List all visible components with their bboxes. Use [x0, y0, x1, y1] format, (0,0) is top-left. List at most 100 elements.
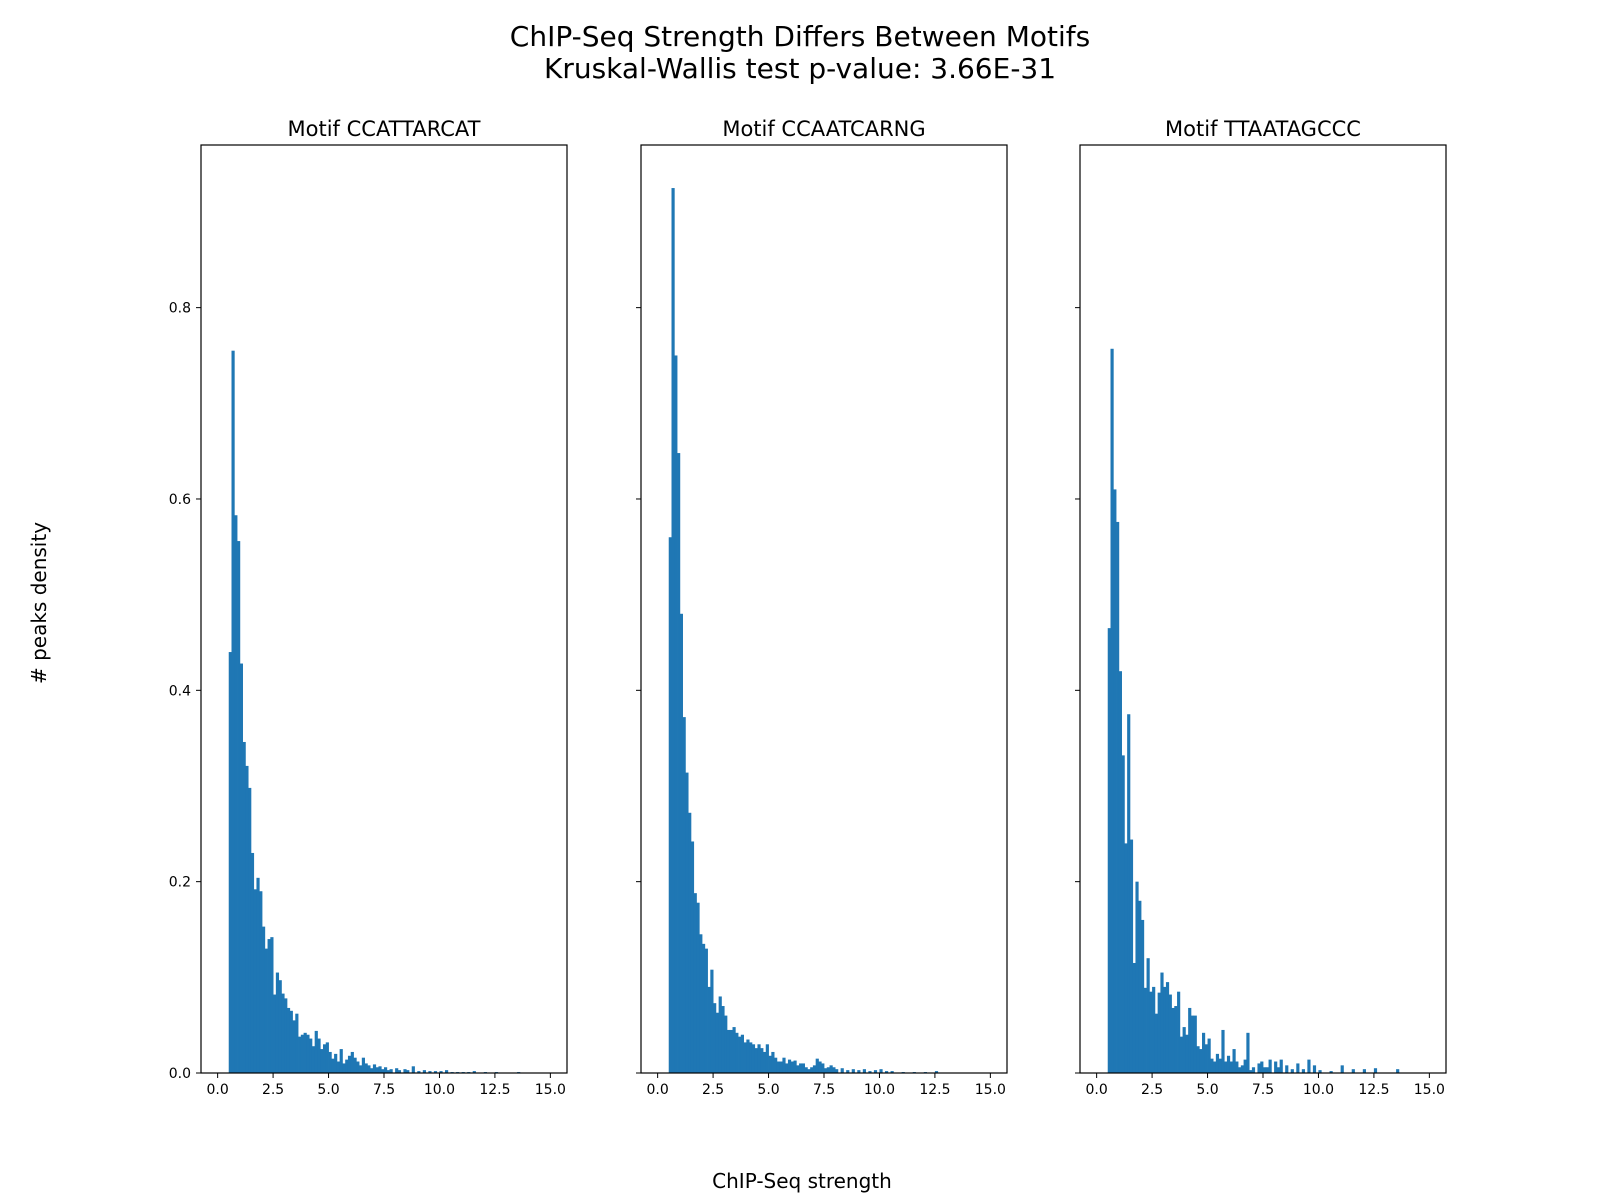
histogram-bar	[325, 1042, 329, 1073]
histogram-bar	[793, 1060, 797, 1073]
histogram-bar	[1185, 1034, 1189, 1073]
y-tick-label: 0.8	[169, 301, 191, 317]
histogram-bar	[1221, 1029, 1225, 1073]
x-tick-label: 15.0	[535, 1082, 566, 1098]
histogram-bar	[851, 1069, 855, 1073]
histogram-bar	[228, 652, 232, 1073]
histogram-bar	[1141, 919, 1145, 1073]
histogram-bar	[275, 972, 280, 1073]
histogram-bar	[248, 787, 252, 1073]
histogram-bar	[1182, 1027, 1186, 1073]
histogram-bar	[857, 1070, 861, 1073]
x-tick-label: 7.5	[373, 1082, 395, 1098]
histogram-bar	[1224, 1061, 1228, 1073]
x-tick-label: 2.5	[262, 1082, 284, 1098]
histogram-bar	[1110, 348, 1114, 1073]
y-tick-label: 0.4	[169, 683, 191, 699]
histogram-bar	[1127, 714, 1131, 1073]
histogram-bar	[353, 1057, 357, 1073]
histogram-bar	[1179, 1036, 1183, 1073]
histogram-bar	[472, 1071, 476, 1073]
histogram-bar	[1235, 1061, 1239, 1073]
histogram-bar	[1118, 671, 1122, 1073]
histogram-bar	[1268, 1059, 1272, 1073]
histogram-bar	[785, 1063, 789, 1073]
histogram-bar	[1351, 1069, 1355, 1073]
histogram-bar	[1274, 1061, 1278, 1073]
histogram-bar	[259, 891, 263, 1073]
histogram-bar	[273, 994, 277, 1073]
histogram-bar	[245, 765, 249, 1073]
x-tick-label: 12.5	[1358, 1082, 1389, 1098]
x-tick-label: 10.0	[1303, 1082, 1334, 1098]
histogram-bar	[751, 1044, 756, 1073]
histogram-bar	[1362, 1069, 1366, 1073]
y-tick-label: 0.6	[169, 492, 191, 508]
histogram-bar	[428, 1071, 432, 1073]
histogram-bar	[868, 1071, 872, 1073]
histogram-bar	[685, 772, 689, 1073]
histogram-bar	[417, 1071, 421, 1073]
histogram-bar	[702, 943, 706, 1073]
histogram-bar	[693, 893, 697, 1073]
histogram-bar	[381, 1069, 385, 1073]
histogram-bar	[1165, 982, 1170, 1073]
histogram-bar	[403, 1069, 407, 1073]
histogram-bar	[1160, 972, 1164, 1073]
histogram-bar	[1168, 994, 1172, 1073]
histogram-bar	[1279, 1059, 1283, 1073]
histogram-bar	[289, 1010, 293, 1073]
histogram-bar	[1307, 1059, 1311, 1073]
panel-title: Motif CCATTARCAT	[288, 117, 481, 141]
x-tick-label: 15.0	[975, 1082, 1006, 1098]
histogram-bar	[370, 1068, 374, 1073]
histogram-bar	[1318, 1070, 1322, 1073]
panel-title: Motif TTAATAGCCC	[1165, 117, 1361, 141]
x-tick-label: 0.0	[207, 1082, 229, 1098]
histogram-bar	[768, 1055, 772, 1073]
histogram-bar	[345, 1059, 349, 1073]
histogram-bar	[317, 1038, 321, 1073]
histogram-bar	[1232, 1049, 1236, 1073]
histogram-bar	[397, 1070, 402, 1073]
histogram-bar	[1154, 1013, 1159, 1073]
x-tick-label: 5.0	[317, 1082, 339, 1098]
histogram-bar	[1276, 1067, 1281, 1073]
histogram-bar	[262, 926, 266, 1073]
histogram-bar	[1193, 1015, 1197, 1073]
histogram-bar	[1265, 1067, 1269, 1073]
histogram-bar	[1301, 1069, 1305, 1073]
histogram-bar	[1129, 839, 1134, 1073]
histogram-bar	[804, 1067, 808, 1073]
panels: Motif CCATTARCAT 0.0 2.5 5.0 7.5 10.0 12.5 15.0…	[169, 117, 1447, 1098]
histogram-bar	[334, 1053, 338, 1073]
histogram-bar	[735, 1032, 739, 1073]
histogram-bar	[231, 350, 235, 1073]
histogram-bar	[826, 1067, 830, 1073]
histogram-bar	[1296, 1063, 1300, 1073]
histogram-bar	[378, 1066, 382, 1073]
histogram-bar	[422, 1070, 426, 1073]
histogram-bar	[1188, 1007, 1192, 1073]
histogram-bar	[732, 1027, 736, 1073]
histogram-bar	[765, 1044, 769, 1073]
histogram-bar	[890, 1071, 894, 1073]
histogram-bar	[835, 1069, 839, 1073]
histogram-bar	[237, 541, 241, 1073]
histogram-bar	[1116, 521, 1120, 1073]
x-tick-label: 10.0	[424, 1082, 455, 1098]
histogram-bar	[281, 993, 285, 1073]
histogram-bar	[342, 1063, 346, 1073]
histogram-bar	[1196, 1046, 1200, 1073]
histogram-bar	[815, 1058, 819, 1073]
histogram-bar	[801, 1063, 805, 1073]
histogram-bar	[278, 980, 282, 1073]
histogram-bar	[239, 663, 243, 1073]
histogram-bar	[704, 948, 708, 1073]
histogram-bar	[790, 1061, 794, 1073]
x-tick-label: 12.5	[919, 1082, 950, 1098]
x-tick-label: 5.0	[1196, 1082, 1218, 1098]
x-axis-label: ChIP-Seq strength	[712, 1169, 892, 1193]
histogram-bar	[1121, 755, 1125, 1073]
